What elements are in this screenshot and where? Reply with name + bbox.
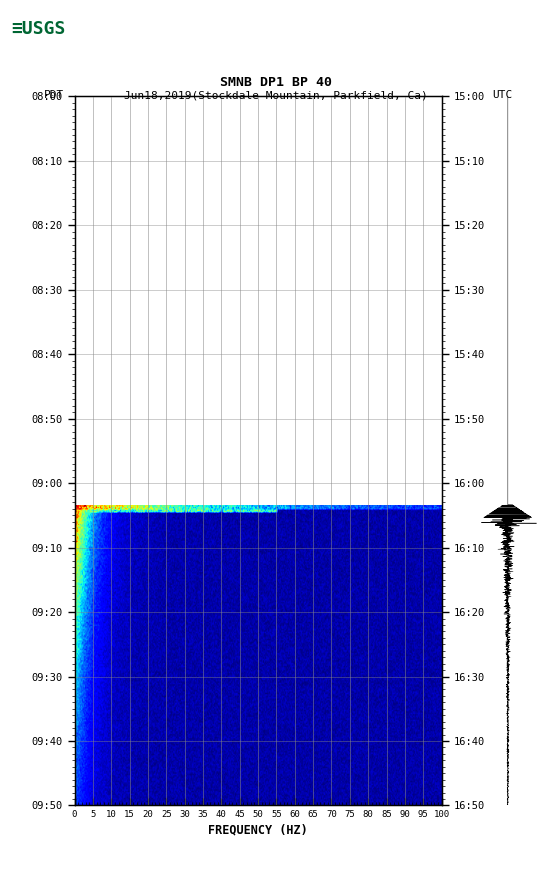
X-axis label: FREQUENCY (HZ): FREQUENCY (HZ) [208,823,308,837]
Text: ≡USGS: ≡USGS [11,20,66,37]
Text: UTC: UTC [492,90,512,101]
Text: Jun18,2019(Stockdale Mountain, Parkfield, Ca): Jun18,2019(Stockdale Mountain, Parkfield… [124,90,428,101]
Text: SMNB DP1 BP 40: SMNB DP1 BP 40 [220,76,332,88]
Text: PDT: PDT [44,90,65,101]
